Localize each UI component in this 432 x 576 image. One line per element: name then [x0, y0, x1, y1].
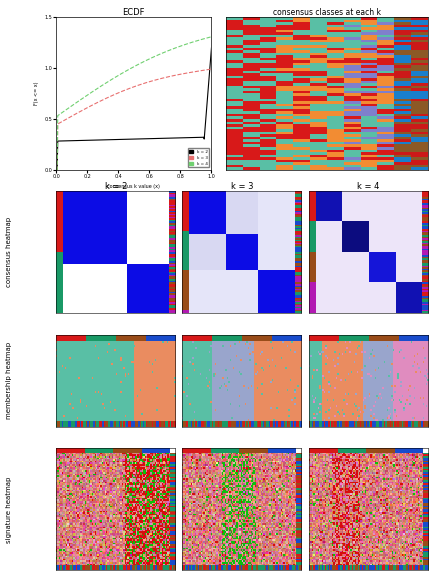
Y-axis label: F(x <= x): F(x <= x) — [34, 82, 39, 105]
Title: consensus classes at each k: consensus classes at each k — [273, 7, 381, 17]
Text: membership heatmap: membership heatmap — [6, 342, 12, 419]
Title: k = 4: k = 4 — [357, 181, 379, 191]
Text: signature heatmap: signature heatmap — [6, 476, 12, 543]
X-axis label: consensus k value (x): consensus k value (x) — [108, 184, 160, 190]
Title: k = 3: k = 3 — [231, 181, 253, 191]
Title: ECDF: ECDF — [123, 7, 145, 17]
Text: consensus heatmap: consensus heatmap — [6, 217, 12, 287]
Title: k = 2: k = 2 — [105, 181, 127, 191]
Legend: k = 2, k = 3, k = 4: k = 2, k = 3, k = 4 — [187, 148, 210, 168]
